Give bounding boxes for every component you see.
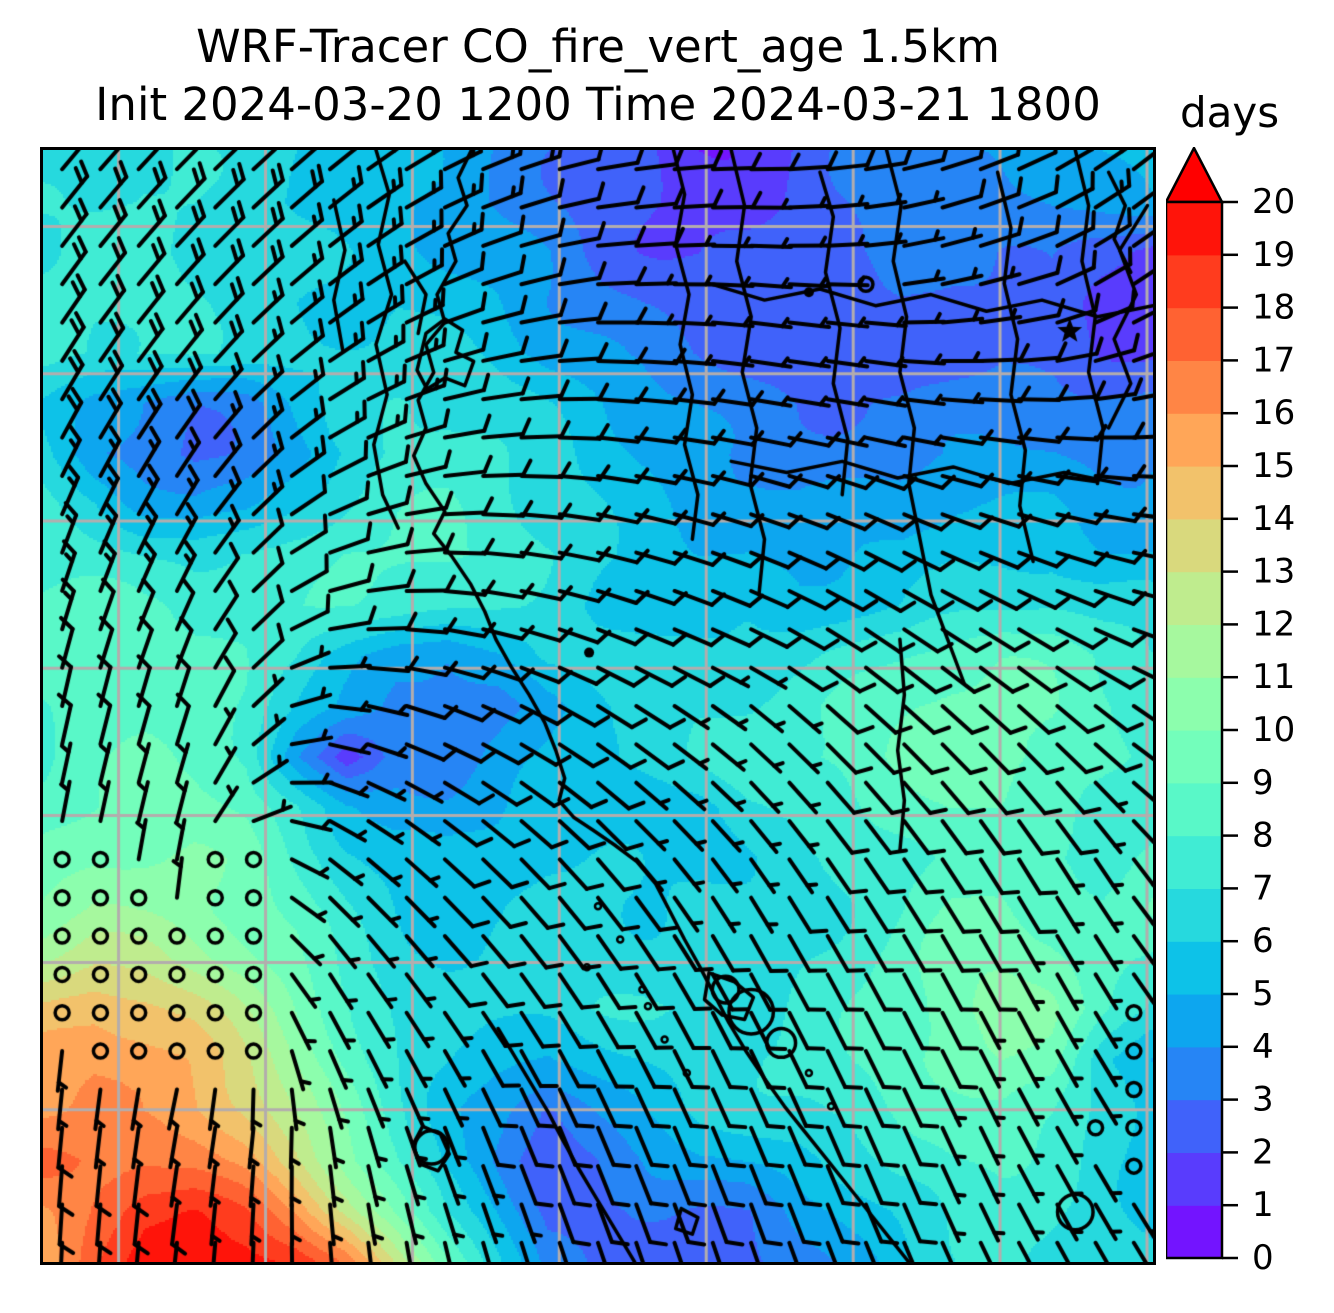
colorbar-tick-label: 3 [1252, 1080, 1274, 1120]
map-canvas [43, 150, 1153, 1262]
colorbar-tick-label: 1 [1252, 1185, 1274, 1225]
colorbar-tick-label: 2 [1252, 1132, 1274, 1172]
colorbar-tick-label: 0 [1252, 1238, 1274, 1272]
colorbar-band [1166, 413, 1222, 467]
colorbar-band [1166, 1046, 1222, 1101]
colorbar-band [1166, 307, 1222, 361]
colorbar-band [1166, 360, 1222, 414]
colorbar-band [1166, 466, 1222, 520]
colorbar-tick-label: 20 [1252, 182, 1295, 222]
colorbar-tick-label: 11 [1252, 657, 1295, 697]
chart-subtitle: Init 2024-03-20 1200 Time 2024-03-21 180… [95, 77, 1101, 131]
colorbar-tick-label: 16 [1252, 393, 1295, 433]
colorbar-band [1166, 994, 1222, 1048]
colorbar-band [1166, 888, 1222, 942]
colorbar-tick-label: 18 [1252, 288, 1295, 328]
colorbar-band [1166, 624, 1222, 678]
colorbar-band [1166, 782, 1222, 837]
colorbar-tick-label: 7 [1252, 868, 1274, 908]
map-panel [40, 147, 1156, 1265]
colorbar-tick-label: 14 [1252, 499, 1295, 539]
colorbar-tick-label: 9 [1252, 763, 1274, 803]
colorbar-tick-label: 19 [1252, 235, 1295, 275]
colorbar-tick-label: 17 [1252, 340, 1295, 380]
colorbar-tick-label: 13 [1252, 552, 1295, 592]
colorbar-band [1166, 518, 1222, 573]
colorbar-band [1166, 254, 1222, 309]
colorbar-band [1166, 1152, 1222, 1206]
colorbar-tick-label: 4 [1252, 1027, 1274, 1067]
title-block: WRF-Tracer CO_fire_vert_age 1.5km Init 2… [40, 18, 1156, 133]
colorbar-tick-label: 5 [1252, 974, 1274, 1014]
chart-title: WRF-Tracer CO_fire_vert_age 1.5km [196, 20, 1000, 73]
colorbar-tick-label: 12 [1252, 604, 1295, 644]
colorbar-units-label: days [1180, 88, 1280, 137]
colorbar-tick-label: 6 [1252, 921, 1274, 961]
colorbar-band [1166, 677, 1222, 731]
colorbar-band [1166, 835, 1222, 889]
colorbar-band [1166, 1205, 1222, 1259]
colorbar-band [1166, 202, 1222, 256]
colorbar-band [1166, 730, 1222, 784]
colorbar-band [1166, 1099, 1222, 1153]
colorbar-band [1166, 571, 1222, 625]
colorbar-tick-label: 8 [1252, 816, 1274, 856]
colorbar-extend-arrow [1166, 147, 1225, 204]
colorbar-tick-label: 15 [1252, 446, 1295, 486]
colorbar-tick-label: 10 [1252, 710, 1295, 750]
colorbar-band [1166, 941, 1222, 995]
